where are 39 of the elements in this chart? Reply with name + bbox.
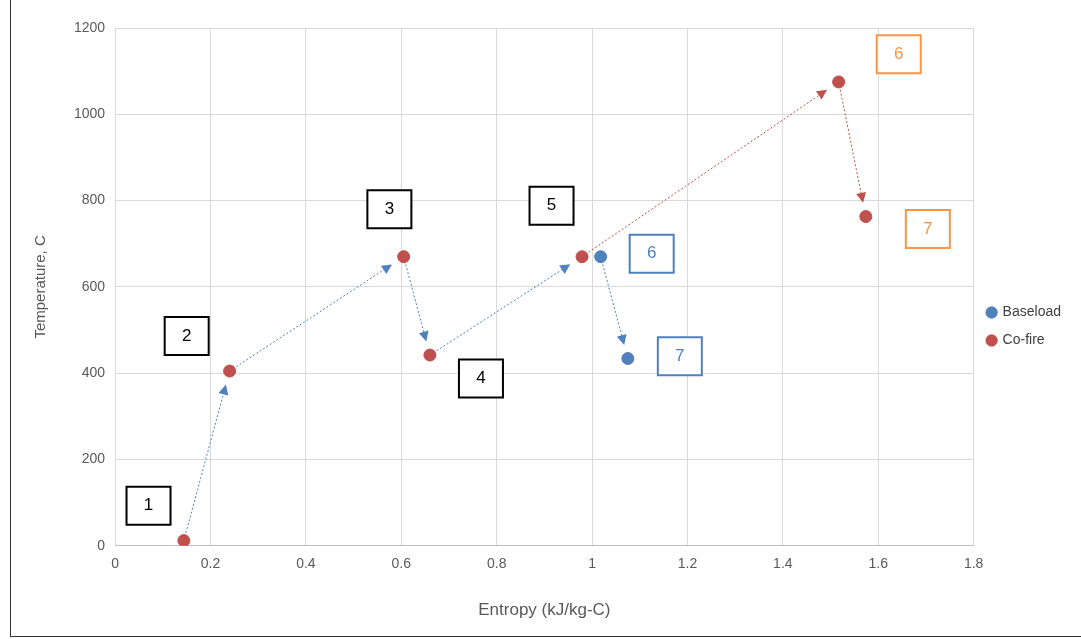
annotation: 7 [675, 346, 685, 366]
x-tick-label: 1.6 [868, 555, 889, 572]
point [177, 534, 191, 546]
x-tick-label: 0 [111, 555, 120, 572]
annotation: 5 [546, 195, 557, 215]
legend-label: Co-fire [1002, 331, 1045, 348]
y-tick-label: 400 [81, 364, 106, 381]
x-tick-label: 1.4 [773, 555, 793, 572]
y-tick-label: 1200 [73, 18, 106, 35]
y-tick-label: 800 [81, 191, 106, 208]
x-tick-label: 0.8 [486, 555, 507, 572]
y-axis-title: Temperature, C [31, 235, 49, 339]
x-tick-label: 1.8 [963, 555, 984, 572]
y-tick-label: 0 [97, 536, 106, 553]
point [832, 75, 846, 89]
point [423, 348, 437, 362]
legend-label: Baseload [1002, 303, 1062, 320]
annotation: 6 [646, 243, 657, 263]
x-tick-label: 1 [588, 555, 597, 572]
x-tick-label: 0.6 [391, 555, 412, 572]
annotation: 4 [476, 368, 486, 388]
y-tick-label: 1000 [73, 105, 106, 122]
point [594, 250, 608, 264]
point [859, 210, 873, 224]
point [621, 352, 635, 366]
x-tick-label: 0.2 [200, 555, 221, 572]
x-tick-label: 1.2 [677, 555, 698, 572]
y-tick-label: 200 [81, 450, 106, 467]
annotation: 7 [923, 218, 933, 238]
x-tick-label: 0.4 [296, 555, 316, 572]
annotation: 6 [894, 44, 904, 64]
x-axis-title: Entropy (kJ/kg-C) [478, 600, 611, 620]
point [575, 250, 589, 264]
point [223, 364, 237, 378]
annotation: 2 [181, 325, 192, 345]
annotation: 1 [143, 495, 154, 515]
annotation: 3 [384, 198, 395, 218]
point [397, 250, 411, 264]
y-tick-label: 600 [81, 277, 106, 294]
